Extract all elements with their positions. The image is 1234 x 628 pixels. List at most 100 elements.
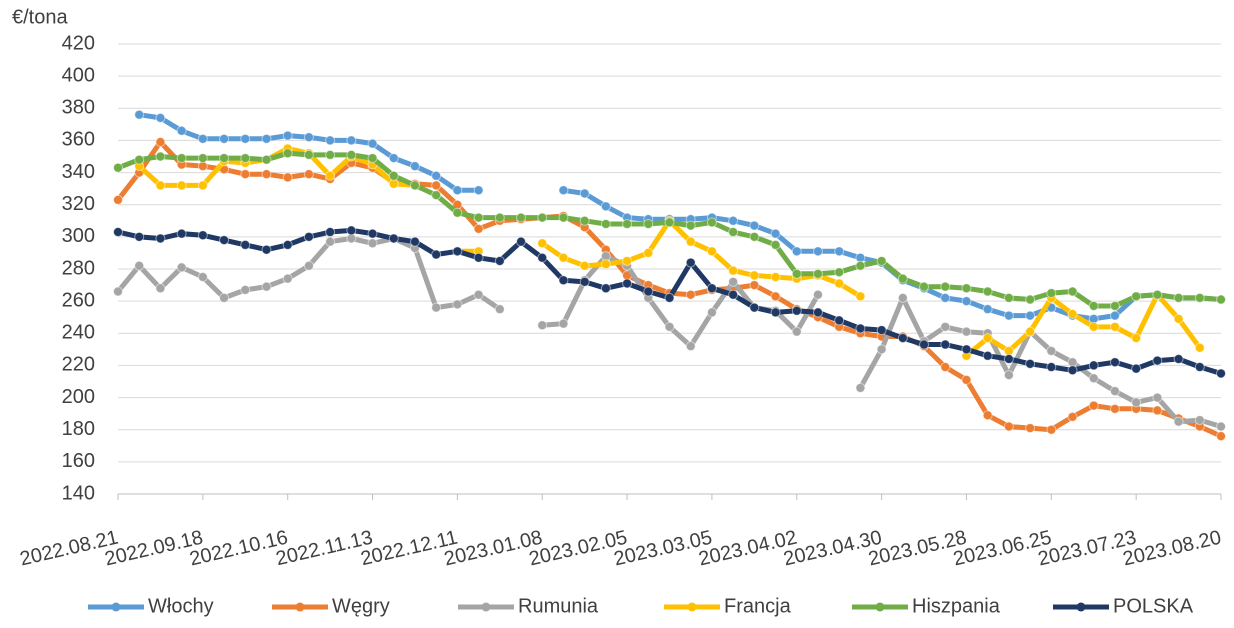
point: [1152, 355, 1163, 366]
point: [664, 217, 675, 228]
point: [388, 170, 399, 181]
point: [1025, 423, 1036, 434]
point: [1173, 313, 1184, 324]
y-tick-label: 240: [62, 322, 95, 344]
point: [388, 233, 399, 244]
point: [282, 172, 293, 183]
point: [897, 292, 908, 303]
legend-label: Rumunia: [518, 595, 599, 617]
point: [1067, 309, 1078, 319]
point: [685, 341, 696, 352]
point: [600, 259, 611, 270]
y-axis-label: €/tona: [12, 6, 68, 28]
point: [537, 212, 548, 223]
point: [1025, 358, 1036, 369]
legend-label: Włochy: [148, 595, 214, 617]
point: [155, 180, 166, 191]
point: [622, 255, 633, 266]
point: [346, 135, 357, 146]
point: [473, 223, 484, 234]
legend-label: Francja: [724, 595, 792, 617]
point: [1067, 411, 1078, 422]
point: [558, 185, 569, 196]
point: [812, 246, 823, 257]
point: [1173, 292, 1184, 303]
point: [155, 137, 166, 148]
point: [1194, 362, 1205, 373]
point: [1152, 392, 1163, 403]
point: [728, 276, 739, 287]
legend-marker: [687, 602, 697, 612]
point: [919, 281, 930, 292]
point: [303, 260, 314, 271]
point: [685, 289, 696, 300]
point: [579, 188, 590, 199]
point: [1088, 300, 1099, 311]
point: [919, 339, 930, 350]
point: [940, 292, 951, 303]
point: [834, 246, 845, 257]
point: [643, 247, 654, 258]
point: [685, 236, 696, 247]
point: [1109, 310, 1120, 321]
point: [1109, 357, 1120, 368]
point: [325, 135, 336, 146]
point: [791, 246, 802, 257]
point: [261, 169, 272, 180]
point: [537, 320, 548, 331]
point: [982, 350, 993, 361]
point: [643, 219, 654, 229]
point: [113, 162, 123, 173]
point: [579, 276, 590, 287]
point: [749, 280, 760, 291]
point: [706, 217, 717, 228]
point: [664, 321, 675, 332]
point: [282, 273, 293, 284]
point: [749, 302, 760, 313]
point: [113, 194, 123, 205]
point: [346, 149, 357, 160]
y-tick-label: 140: [62, 482, 95, 504]
point: [516, 212, 527, 223]
point: [134, 231, 145, 242]
point: [791, 305, 802, 316]
y-tick-label: 400: [62, 64, 95, 86]
point: [431, 190, 442, 201]
point: [325, 149, 336, 160]
point: [303, 149, 314, 160]
point: [1003, 421, 1014, 432]
point: [219, 292, 230, 303]
point: [940, 362, 951, 373]
point: [706, 246, 717, 257]
point: [431, 302, 442, 313]
point: [1046, 288, 1057, 299]
y-tick-label: 320: [62, 193, 95, 215]
point: [431, 180, 442, 191]
point: [452, 299, 463, 310]
point: [282, 239, 293, 250]
point: [1003, 354, 1014, 364]
point: [600, 283, 611, 294]
point: [622, 278, 633, 289]
point: [219, 153, 230, 164]
point: [834, 315, 845, 326]
y-tick-label: 280: [62, 257, 95, 279]
point: [197, 230, 208, 241]
point: [1109, 403, 1120, 414]
point: [643, 286, 654, 297]
point: [558, 252, 569, 263]
y-tick-label: 300: [62, 225, 95, 247]
y-tick-label: 200: [62, 386, 95, 408]
point: [176, 153, 187, 164]
point: [431, 170, 442, 181]
y-tick-label: 380: [62, 97, 95, 119]
point: [876, 344, 887, 355]
y-tick-label: 220: [62, 354, 95, 376]
point: [473, 185, 484, 196]
point: [409, 236, 420, 247]
point: [303, 231, 314, 242]
series-line: [138, 112, 1222, 322]
point: [982, 304, 993, 315]
point: [452, 246, 463, 257]
